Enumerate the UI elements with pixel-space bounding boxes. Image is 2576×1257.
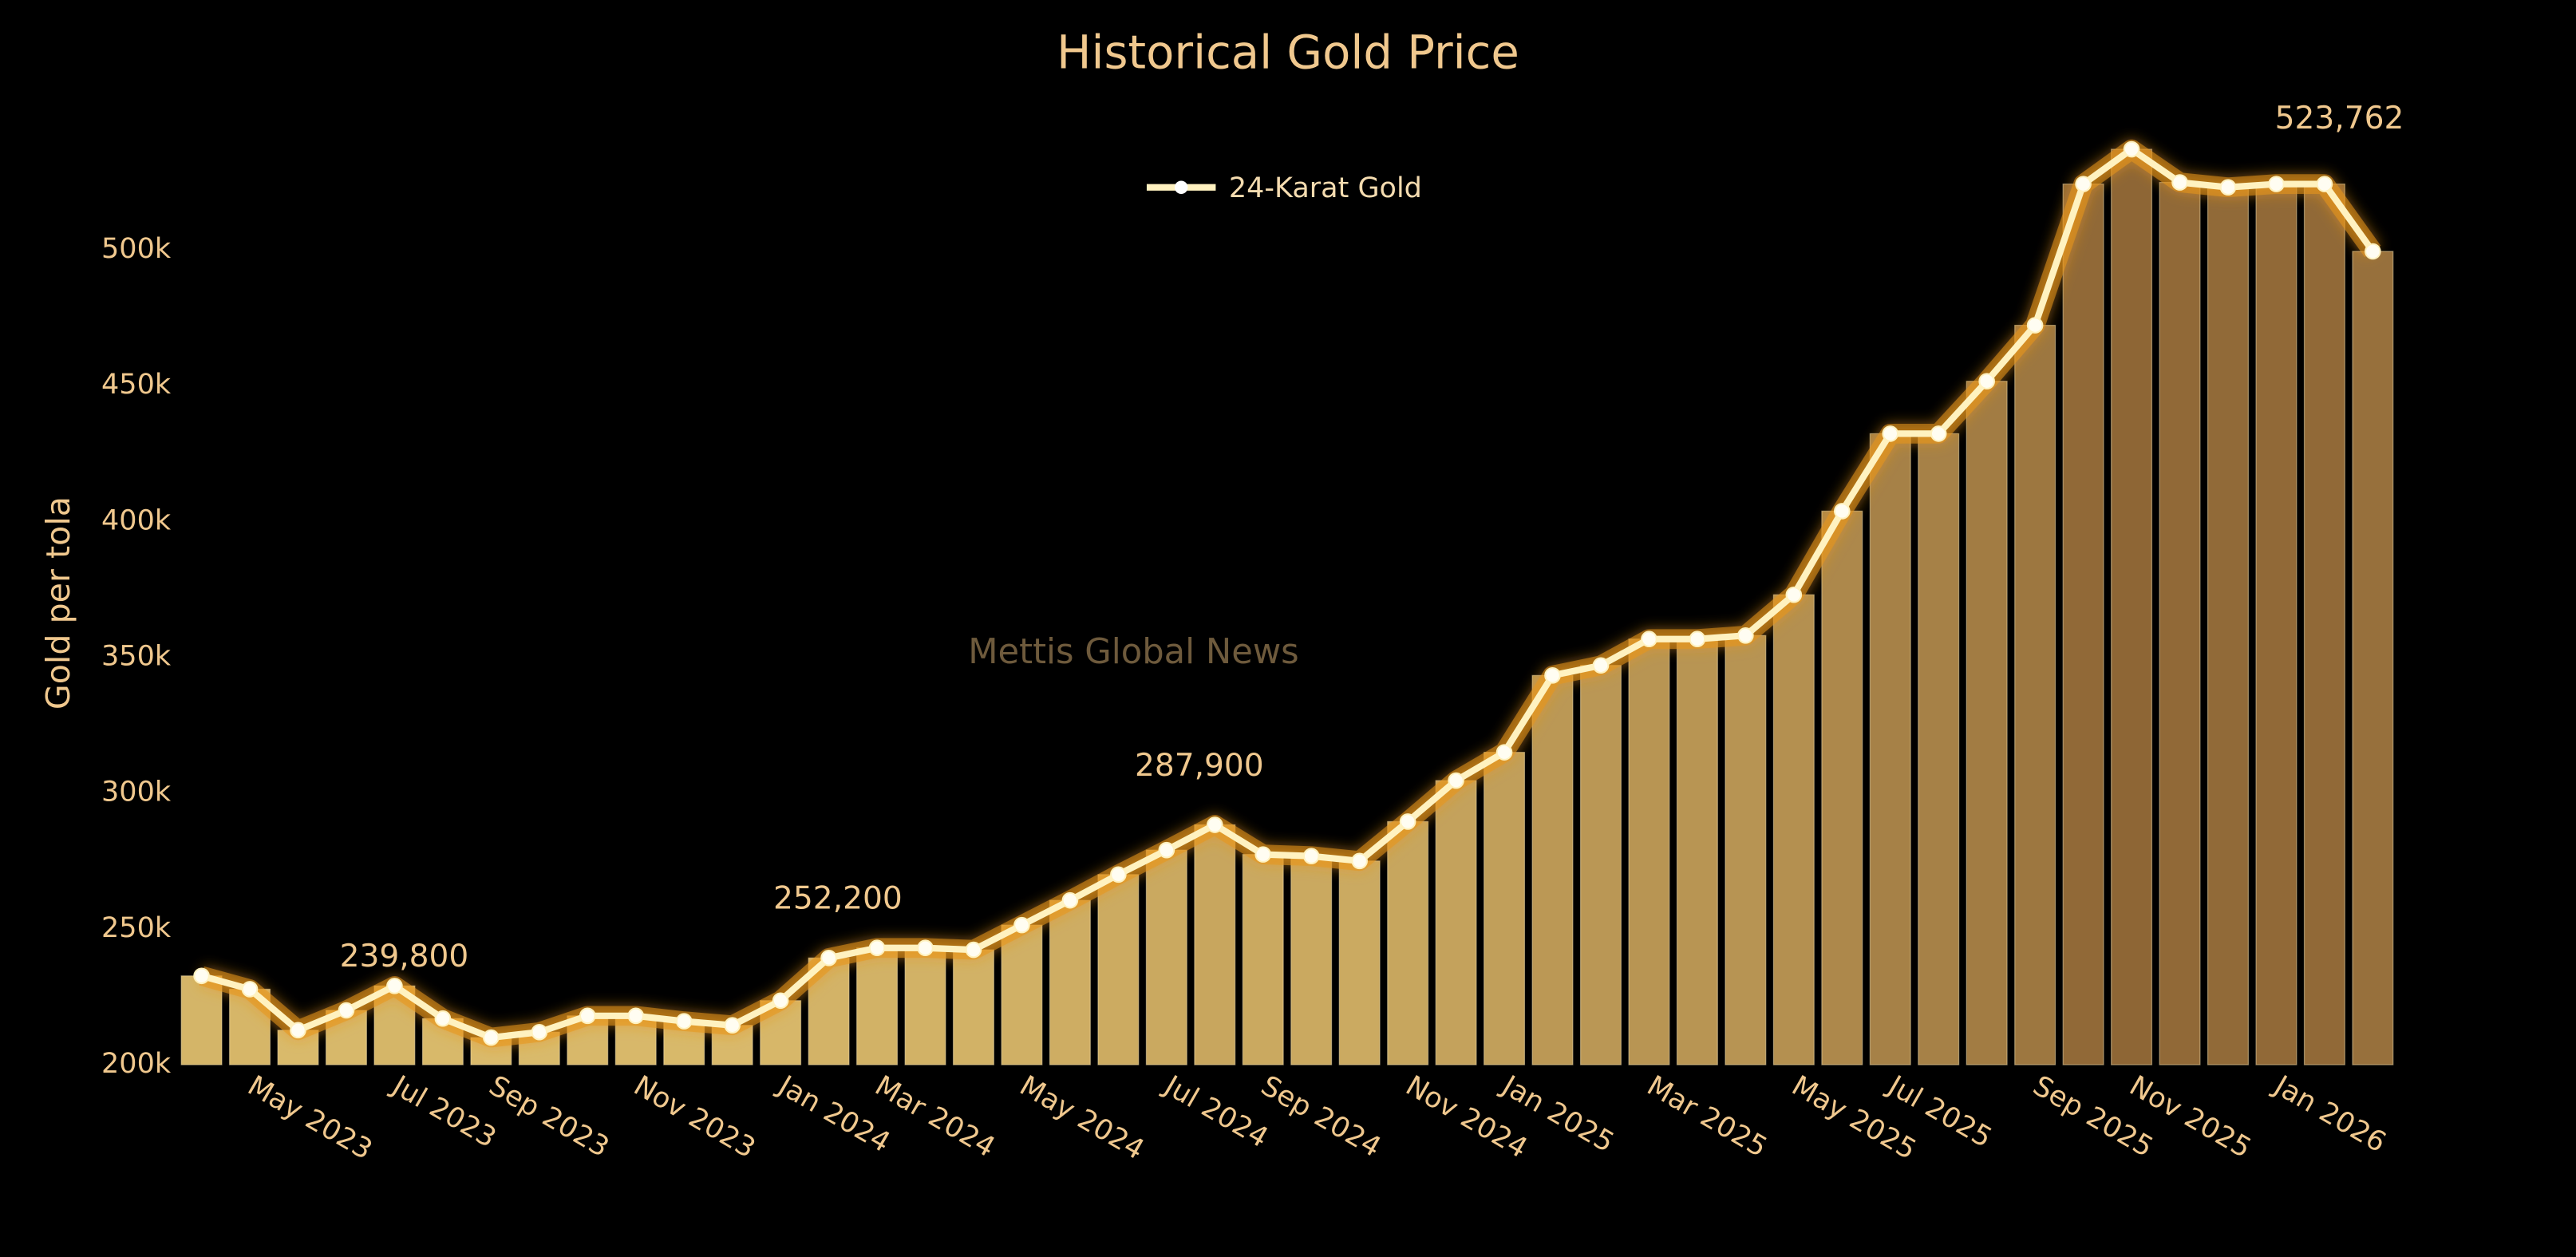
annotation: 239,800 [340, 939, 469, 974]
point [1833, 503, 1851, 520]
y-tick-label: 350k [101, 641, 172, 673]
point [531, 1023, 548, 1041]
legend-marker [1174, 180, 1188, 194]
point [1978, 373, 1995, 390]
bar [1821, 510, 1863, 1065]
bar [2111, 148, 2153, 1065]
y-tick-label: 500k [101, 233, 172, 265]
bar [1338, 860, 1381, 1065]
point [1641, 630, 1657, 648]
point [627, 1007, 645, 1025]
annotation: 523,762 [2275, 101, 2404, 136]
point [917, 939, 934, 957]
point [1302, 848, 1320, 864]
point [1785, 586, 1803, 603]
point [820, 950, 837, 966]
point [1254, 846, 1272, 863]
point [675, 1013, 693, 1030]
bar [952, 949, 994, 1065]
point [1737, 627, 1754, 644]
point [193, 967, 210, 985]
chart-title: Historical Gold Price [1057, 26, 1519, 80]
bar [180, 975, 223, 1065]
bar [1869, 433, 1911, 1065]
point [2365, 243, 2381, 260]
point [724, 1017, 741, 1034]
bar [2352, 251, 2394, 1065]
bar [2255, 183, 2297, 1065]
bar [1484, 752, 1526, 1065]
point [772, 992, 789, 1010]
bar [1676, 638, 1718, 1065]
point [1544, 667, 1561, 684]
bar [1242, 854, 1284, 1065]
y-tick-label: 300k [101, 777, 172, 808]
line [200, 145, 2376, 1042]
point [868, 939, 886, 957]
point [1882, 425, 1899, 442]
bar [1628, 638, 1670, 1065]
bar [1531, 674, 1574, 1065]
point [1495, 744, 1513, 761]
bar [856, 947, 899, 1065]
point [1930, 425, 1947, 442]
bar [1918, 433, 1960, 1065]
point [434, 1010, 452, 1027]
bar [1725, 634, 1767, 1065]
bars [180, 148, 2394, 1065]
point [1061, 891, 1079, 909]
point [2171, 174, 2188, 191]
y-tick-label: 200k [101, 1048, 172, 1080]
point [2075, 176, 2092, 192]
annotation: 287,900 [1135, 748, 1264, 784]
point [2219, 179, 2237, 196]
point [1351, 852, 1368, 870]
point [1206, 816, 1223, 833]
point [579, 1007, 596, 1025]
y-tick-label: 450k [101, 369, 172, 401]
bar [1966, 381, 2008, 1065]
point [290, 1022, 306, 1039]
point [2316, 176, 2333, 192]
point [1592, 657, 1610, 674]
point [483, 1029, 500, 1046]
point [1110, 866, 1127, 883]
bar [1145, 849, 1187, 1065]
y-tick-label: 400k [101, 504, 172, 536]
bar [2014, 324, 2056, 1065]
bar [1435, 780, 1477, 1065]
point [2268, 176, 2285, 192]
point [1689, 630, 1706, 648]
bar [2303, 183, 2345, 1065]
point [2026, 317, 2044, 334]
point [2123, 140, 2140, 158]
bar [904, 947, 946, 1065]
point [965, 941, 982, 959]
bar [1579, 665, 1622, 1065]
point [338, 1002, 355, 1019]
point [241, 981, 259, 998]
point [1013, 916, 1030, 934]
bar [1290, 856, 1333, 1065]
point [1158, 841, 1175, 859]
bar [1194, 824, 1236, 1065]
bar [1097, 874, 1140, 1065]
y-tick-label: 250k [101, 912, 172, 944]
bar [1049, 899, 1091, 1065]
bar [1387, 820, 1429, 1065]
watermark: Mettis Global News [968, 632, 1298, 672]
bar [2207, 187, 2249, 1065]
point [1399, 813, 1416, 830]
annotation: 252,200 [773, 881, 903, 917]
bar [1772, 594, 1815, 1065]
legend-label: 24-Karat Gold [1229, 172, 1422, 204]
bar [1001, 924, 1043, 1065]
bar [2159, 181, 2201, 1065]
point [1448, 772, 1464, 789]
bar [2062, 183, 2104, 1065]
point [386, 978, 403, 994]
y-axis-label: Gold per tola [39, 496, 77, 710]
